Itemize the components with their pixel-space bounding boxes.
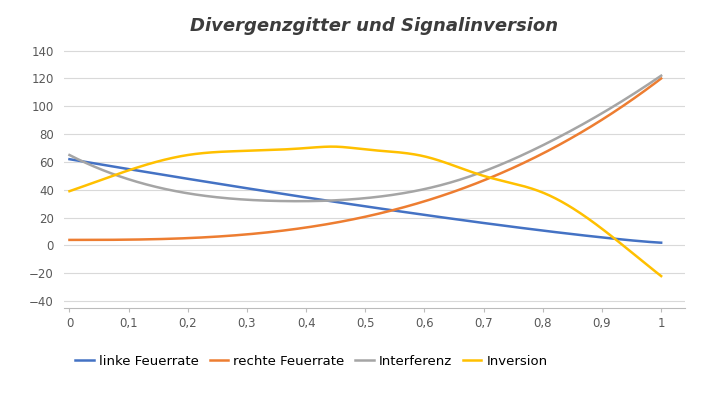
Line: Interferenz: Interferenz xyxy=(69,76,661,201)
Inversion xyxy=(351,146,359,150)
Interferenz xyxy=(419,187,427,192)
rechte Feuerrate xyxy=(550,145,558,150)
rechte Feuerrate xyxy=(657,76,665,81)
linke Feuerrate xyxy=(417,212,426,217)
Inversion xyxy=(65,189,73,194)
Interferenz xyxy=(551,136,560,141)
linke Feuerrate xyxy=(550,229,558,234)
linke Feuerrate xyxy=(65,157,73,162)
Inversion xyxy=(551,196,560,201)
rechte Feuerrate xyxy=(349,217,358,222)
linke Feuerrate xyxy=(349,202,358,207)
Inversion xyxy=(387,149,395,154)
Legend: linke Feuerrate, rechte Feuerrate, Interferenz, Inversion: linke Feuerrate, rechte Feuerrate, Inter… xyxy=(70,350,553,373)
Inversion xyxy=(644,263,652,268)
linke Feuerrate xyxy=(346,202,354,207)
Inversion xyxy=(657,274,665,278)
Line: rechte Feuerrate: rechte Feuerrate xyxy=(69,79,661,240)
Inversion xyxy=(347,145,356,150)
linke Feuerrate xyxy=(642,239,651,244)
Title: Divergenzgitter und Signalinversion: Divergenzgitter und Signalinversion xyxy=(190,17,558,35)
linke Feuerrate xyxy=(385,207,394,212)
Interferenz xyxy=(294,199,303,203)
Interferenz xyxy=(347,197,356,202)
Interferenz xyxy=(644,82,652,87)
rechte Feuerrate xyxy=(346,218,354,222)
rechte Feuerrate xyxy=(642,87,651,92)
Interferenz xyxy=(351,197,359,201)
Interferenz xyxy=(387,193,395,198)
rechte Feuerrate xyxy=(385,209,394,213)
linke Feuerrate xyxy=(657,240,665,245)
rechte Feuerrate xyxy=(65,237,73,242)
Interferenz xyxy=(657,73,665,78)
rechte Feuerrate xyxy=(417,200,426,205)
Line: Inversion: Inversion xyxy=(69,147,661,276)
Inversion xyxy=(328,144,336,149)
Inversion xyxy=(419,154,427,158)
Line: linke Feuerrate: linke Feuerrate xyxy=(69,159,661,243)
Interferenz xyxy=(65,152,73,157)
